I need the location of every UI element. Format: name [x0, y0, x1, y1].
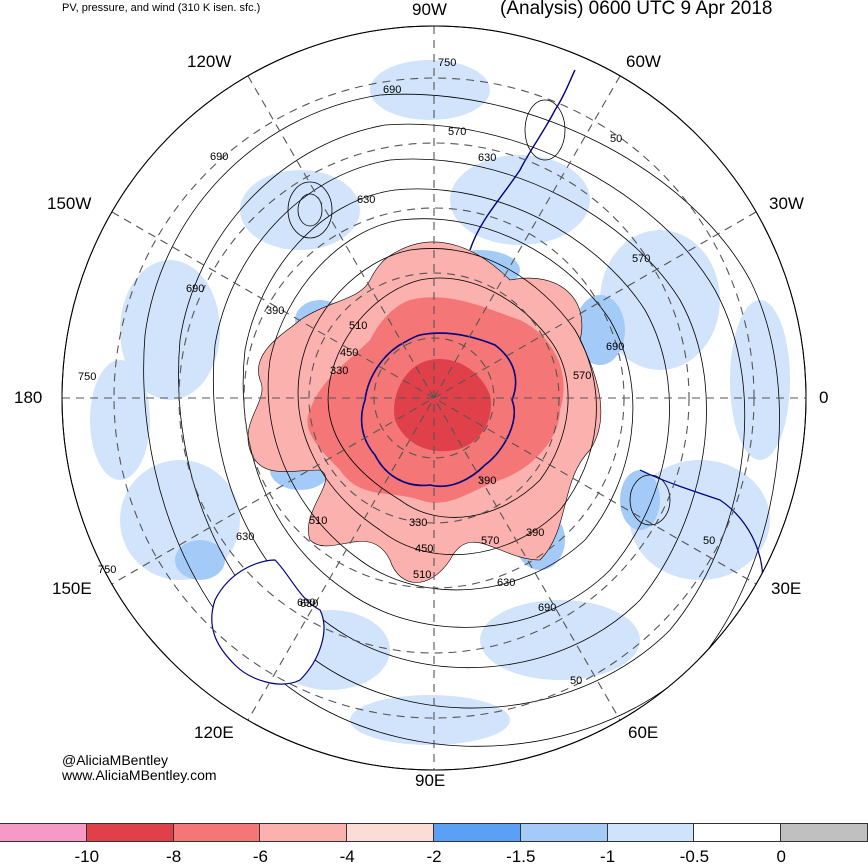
contour-label: 690	[538, 602, 556, 614]
colorbar	[0, 823, 868, 842]
contour-label: 570	[632, 253, 650, 265]
contour-label: 510	[349, 320, 367, 332]
colorbar-swatch	[519, 823, 608, 842]
contour-label: 750	[78, 371, 96, 383]
contour-label: 690	[383, 84, 401, 96]
colorbar-tick-label: -1	[600, 847, 616, 866]
south-america	[469, 69, 576, 251]
contour-label: 510	[309, 515, 327, 527]
colorbar-swatch	[85, 823, 174, 842]
colorbar-tick-label: 0	[776, 847, 786, 866]
lon-label-30e: 30E	[771, 579, 802, 598]
contour-label: 510	[413, 569, 431, 581]
lon-label-0: 0	[819, 388, 829, 407]
contour-label: 630	[497, 577, 515, 589]
lon-label-90e: 90E	[415, 771, 446, 790]
contour-label: 690	[186, 283, 204, 295]
contour-label: 390	[526, 527, 544, 539]
contour-label: 50	[703, 535, 715, 547]
contour-label: 690	[210, 151, 228, 163]
graticule	[62, 26, 806, 770]
colorbar-tick-label: -6	[252, 847, 268, 866]
lon-label-120w: 120W	[187, 52, 232, 71]
colorbar-swatch	[693, 823, 782, 842]
pv-red-core	[394, 359, 491, 452]
contour-label: 330	[409, 517, 427, 529]
contour-label: 450	[415, 543, 433, 555]
lon-label-180: 180	[14, 388, 43, 407]
colorbar-tick-label: -8	[166, 847, 182, 866]
colorbar-swatch	[606, 823, 695, 842]
lon-label-120e: 120E	[194, 723, 234, 742]
lon-label-150w: 150W	[47, 194, 92, 213]
contour-label: 50	[610, 133, 622, 145]
contour-label: 570	[448, 126, 466, 138]
contour-label: 630	[300, 598, 318, 610]
colorbar-swatch	[259, 823, 348, 842]
product-title: PV, pressure, and wind (310 K isen. sfc.…	[62, 2, 261, 14]
australia	[211, 559, 325, 685]
contour-label: 750	[438, 57, 456, 69]
colorbar-swatch	[0, 823, 87, 842]
contour-label: 570	[481, 535, 499, 547]
lon-label-30w: 30W	[769, 194, 804, 213]
colorbar-swatch	[432, 823, 521, 842]
contour-label: 690	[606, 341, 624, 353]
colorbar-swatch	[346, 823, 434, 842]
pressure-contours	[143, 93, 780, 747]
antarctica-coast	[360, 332, 517, 488]
contour-label: 390	[478, 475, 496, 487]
valid-time: (Analysis) 0600 UTC 9 Apr 2018	[500, 0, 773, 19]
contour-labels: 7506905706306906305706903905104503307506…	[78, 57, 715, 687]
lon-label-90w: 90W	[412, 0, 447, 19]
credit-handle: @AliciaMBentley	[62, 752, 169, 768]
colorbar-swatch	[172, 823, 261, 842]
contour-label: 390	[266, 305, 284, 317]
colorbar-tick-label: -2	[426, 847, 442, 866]
contour-label: 330	[330, 365, 348, 377]
colorbar-tick-label: -1.5	[506, 847, 536, 866]
map-border	[61, 25, 807, 771]
lon-label-60w: 60W	[626, 52, 661, 71]
contour-label: 630	[236, 531, 254, 543]
lon-label-60e: 60E	[628, 723, 659, 742]
contour-label: 50	[570, 675, 582, 687]
pv-shading	[62, 26, 806, 770]
contour-label: 630	[357, 194, 375, 206]
colorbar-tick-label: -4	[339, 847, 355, 866]
contour-label: 690	[297, 597, 315, 609]
colorbar-tick-label: -10	[74, 847, 100, 866]
colorbar-swatch	[780, 823, 868, 842]
contour-label: 570	[573, 370, 591, 382]
colorbar-tick-label: -0.5	[679, 847, 710, 866]
credit-site: www.AliciaMBentley.com	[62, 767, 217, 783]
contour-label: 630	[478, 152, 496, 164]
contour-label: 450	[340, 347, 358, 359]
lon-label-150e: 150E	[52, 579, 92, 598]
contour-label: 750	[98, 564, 116, 576]
